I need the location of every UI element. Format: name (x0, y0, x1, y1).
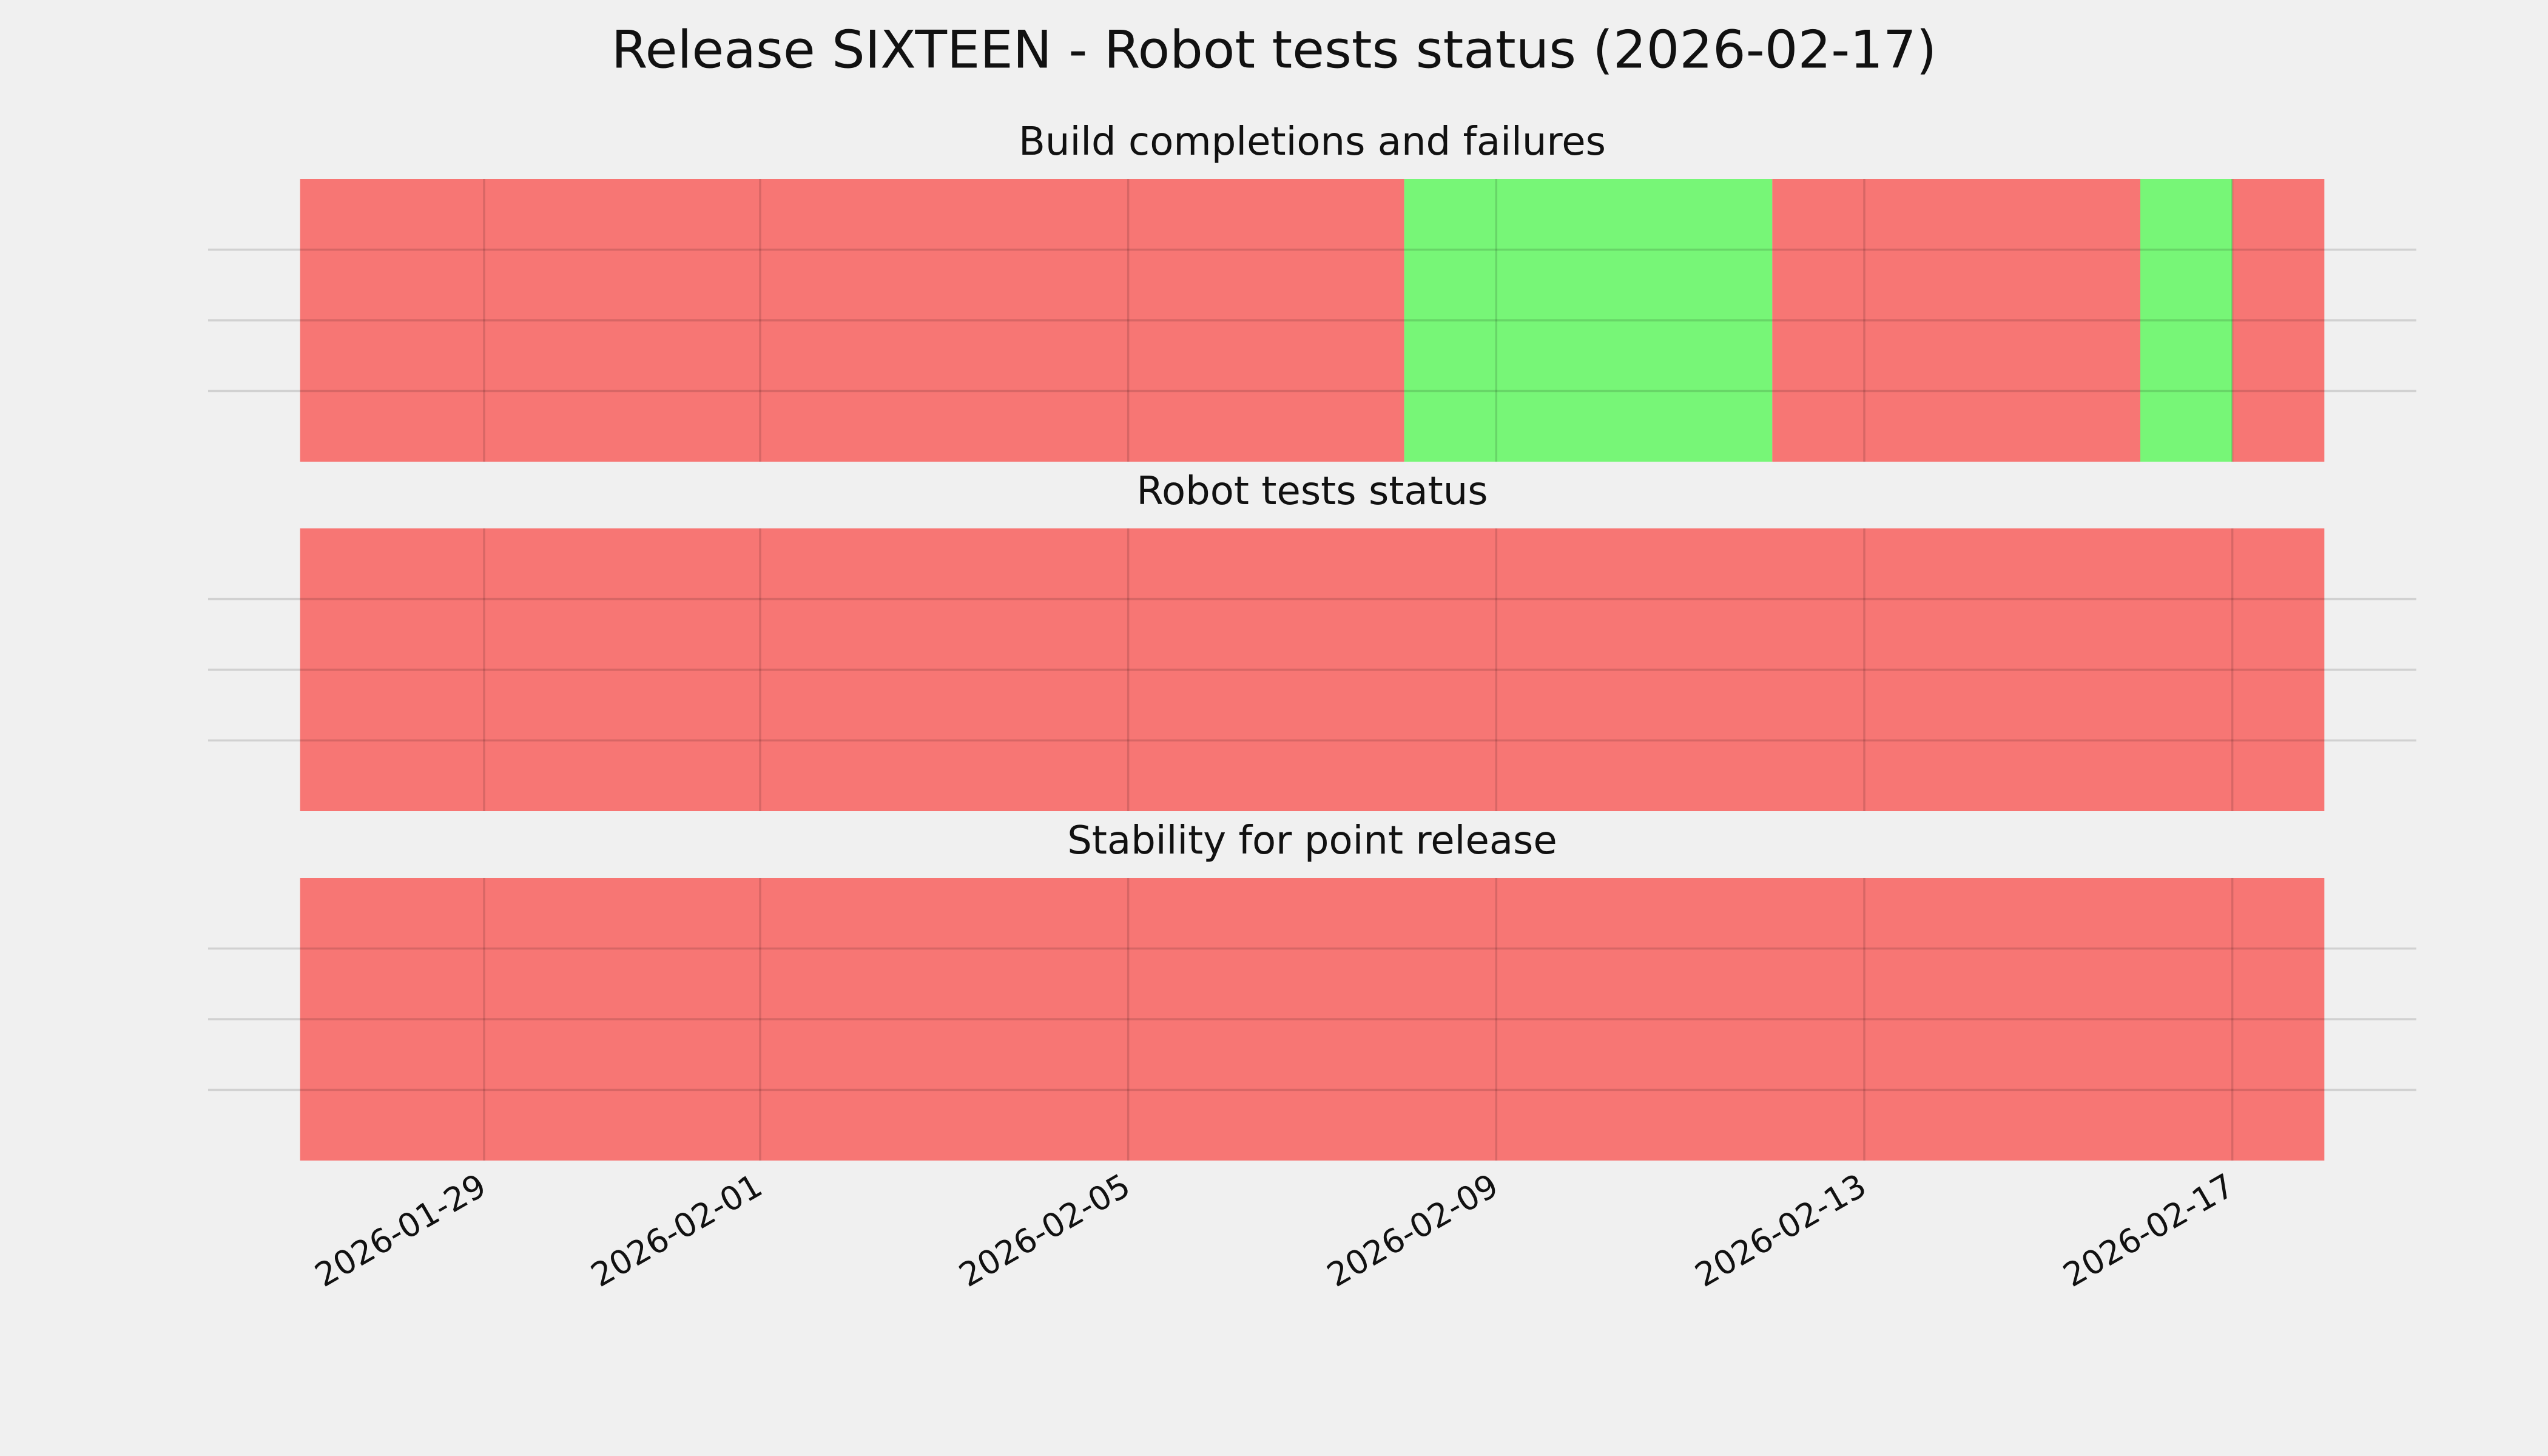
x-tick-label: 2026-02-09 (1321, 1166, 1505, 1294)
status-span (2140, 179, 2233, 462)
x-tick-label: 2026-02-17 (2057, 1166, 2240, 1294)
x-tick-label: 2026-02-13 (1689, 1166, 1873, 1294)
panel-title: Robot tests status (1136, 469, 1488, 514)
panel-title: Build completions and failures (1019, 120, 1606, 164)
status-span (300, 179, 1404, 462)
x-tick-label: 2026-02-01 (585, 1166, 769, 1294)
panel-title: Stability for point release (1067, 818, 1557, 863)
status-span (1772, 179, 2140, 462)
status-span (1404, 179, 1773, 462)
status-span (300, 528, 2325, 811)
status-span (300, 878, 2325, 1161)
x-tick-label: 2026-01-29 (309, 1166, 493, 1294)
status-span (2232, 179, 2325, 462)
chart-title: Release SIXTEEN - Robot tests status (20… (612, 19, 1937, 80)
x-tick-label: 2026-02-05 (952, 1166, 1136, 1294)
